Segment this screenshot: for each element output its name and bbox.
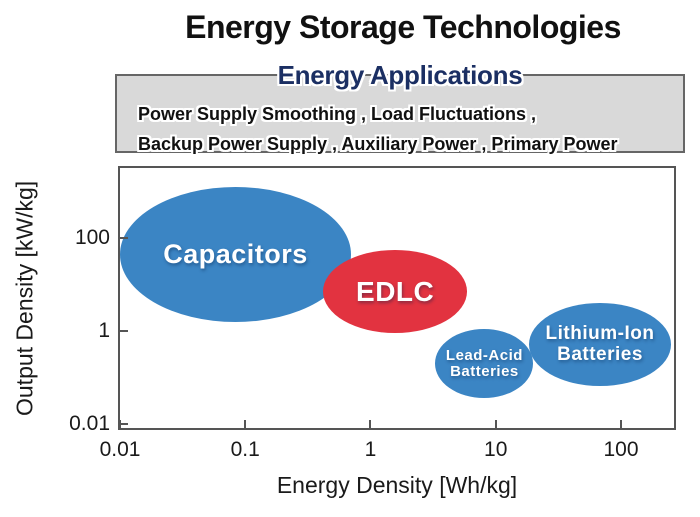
plot-area: [118, 166, 676, 430]
x-tick-label: 10: [484, 438, 508, 461]
applications-heading: Energy Applications: [277, 60, 523, 90]
x-tick-label: 0.01: [99, 438, 141, 461]
x-tick-label: 100: [603, 438, 639, 461]
x-axis-title: Energy Density [Wh/kg]: [276, 472, 518, 498]
applications-box: Energy Applications Power Supply Smoothi…: [115, 60, 685, 154]
page-title: Energy Storage Technologies: [185, 9, 621, 45]
y-axis-title: Output Density [kW/kg]: [11, 180, 38, 416]
applications-line-1: Power Supply Smoothing , Load Fluctuatio…: [138, 104, 537, 124]
x-tick-label: 1: [364, 438, 377, 461]
x-tick-label: 0.1: [230, 438, 260, 461]
applications-line-2: Backup Power Supply , Auxiliary Power , …: [138, 134, 618, 154]
